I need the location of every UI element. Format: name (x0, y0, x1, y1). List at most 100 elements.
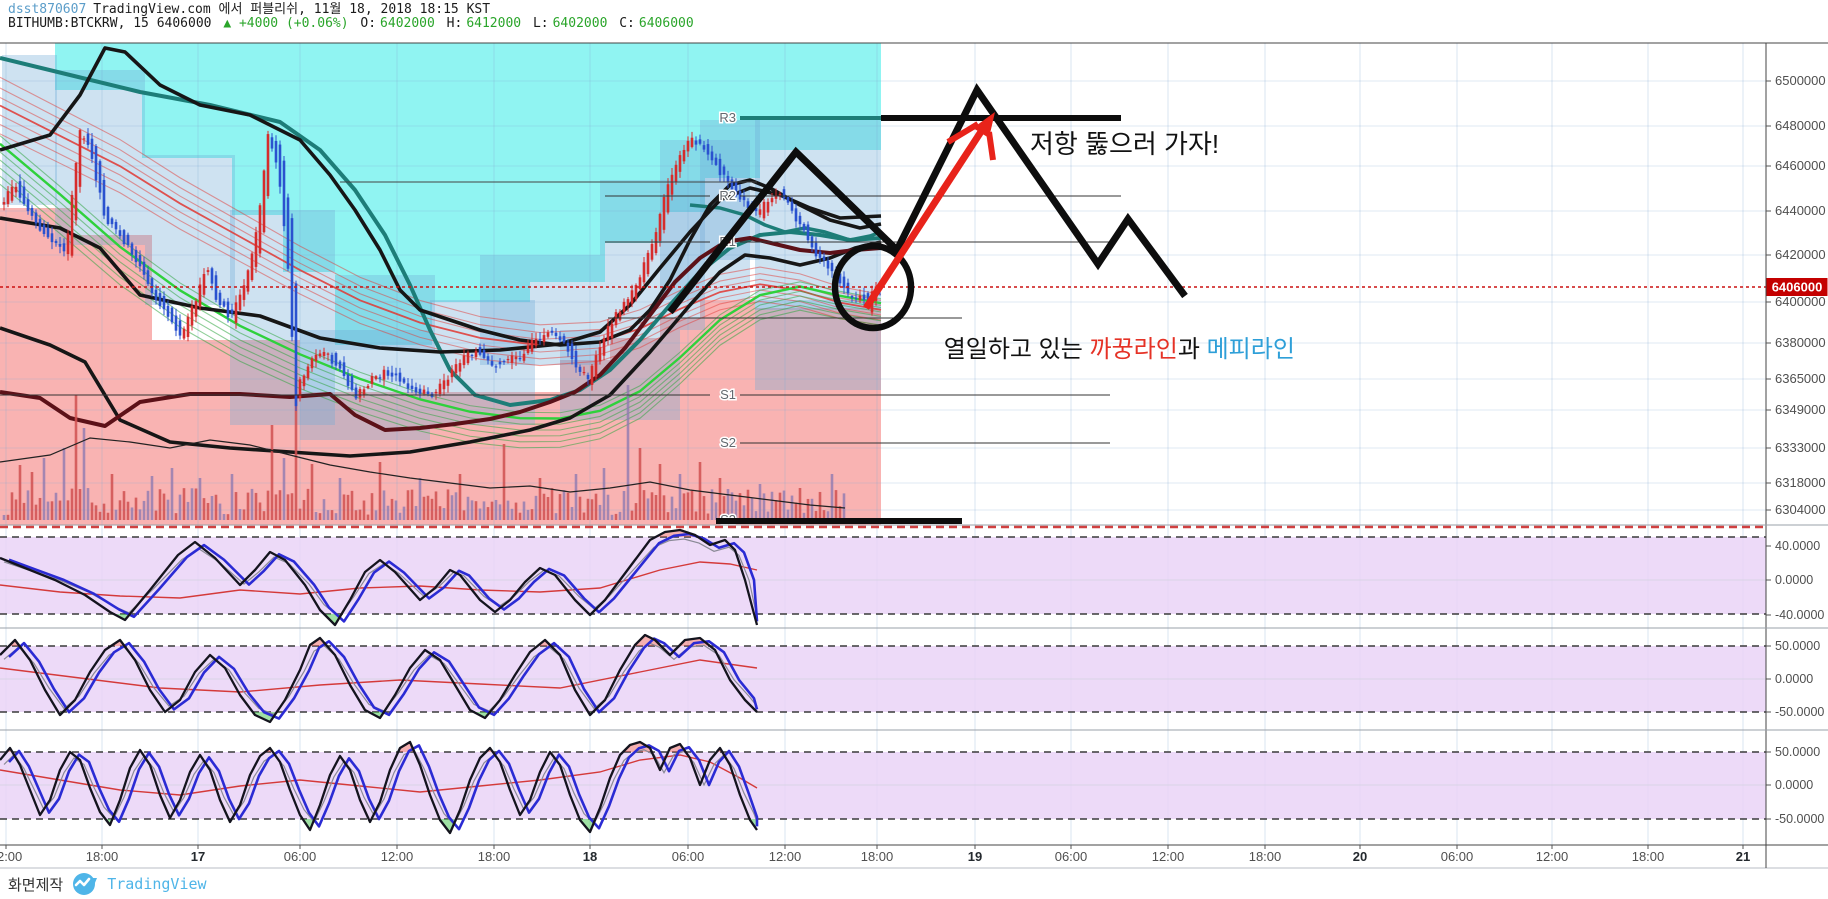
time-tick-label: 18:00 (86, 849, 119, 864)
tradingview-logo-icon (73, 873, 98, 895)
candle (238, 294, 242, 311)
oscillator-blue-line (8, 532, 759, 623)
volume-bar (654, 495, 658, 520)
volume-bar (202, 498, 206, 520)
candle (250, 253, 254, 281)
volume-bar (222, 514, 226, 520)
price-axis[interactable]: 6500000 6480000 6460000 6440000 6420000 64000… (1766, 73, 1826, 517)
ohlc-high-value: 6412000 (466, 16, 522, 31)
oscillator-scale-label: 0.0000 (1775, 573, 1813, 587)
candle (334, 353, 338, 366)
volume-bar (622, 490, 626, 520)
volume-bar (758, 484, 762, 520)
candle (602, 338, 606, 356)
volume-bar (554, 513, 558, 520)
volume-bar (702, 496, 706, 520)
candle (402, 378, 406, 383)
price-tick-label: 6420000 (1775, 247, 1826, 262)
time-tick-label: 18:00 (1632, 849, 1665, 864)
volume-bar (414, 506, 418, 520)
volume-bar (834, 490, 838, 520)
candles (2, 128, 882, 411)
volume-bar (398, 512, 402, 520)
candle (122, 230, 126, 245)
volume-bar (682, 493, 686, 520)
candle (562, 335, 566, 343)
time-tick-label: 18:00 (861, 849, 894, 864)
volume-bar (802, 512, 806, 520)
volume-bar (762, 493, 766, 520)
candle (650, 244, 654, 260)
volume-bar (514, 502, 518, 520)
candle (662, 196, 666, 230)
candle (502, 361, 506, 363)
candle (530, 339, 534, 352)
pivot-label-R3: R3 (719, 110, 736, 125)
volume-bar (390, 498, 394, 520)
candle (170, 307, 174, 323)
volume-bar (218, 503, 222, 520)
publish-info: TradingView.com 에서 퍼블리쉬, 11월 18, 2018 18… (93, 2, 491, 17)
candle (598, 347, 602, 362)
candle (594, 355, 598, 377)
volume-bar (794, 502, 798, 520)
candle (330, 354, 334, 364)
volume-bar (166, 499, 170, 520)
candle (342, 362, 346, 376)
volume-bar (522, 501, 526, 520)
candle (770, 198, 774, 203)
volume-bar (10, 492, 14, 520)
moving-average-ribbons (0, 76, 882, 449)
candle (774, 195, 778, 199)
candle (246, 270, 250, 292)
oscillator-signal-line (0, 659, 758, 693)
candle (154, 289, 158, 300)
time-axis[interactable]: 12:00 18:00 17 06:00 12:00 18:00 18 06:00 12:00 1… (0, 845, 1750, 864)
volume-bar (810, 498, 814, 520)
candle (850, 296, 854, 298)
volume-bar (662, 495, 666, 520)
candle (658, 213, 662, 241)
candle (642, 262, 646, 283)
candle (694, 140, 698, 145)
candle (742, 195, 746, 201)
candle (510, 355, 514, 363)
volume-bar (502, 444, 506, 520)
candle (66, 233, 70, 255)
candle (186, 316, 190, 337)
candle (298, 379, 302, 398)
candle (758, 209, 762, 215)
time-tick-label: 06:00 (1441, 849, 1474, 864)
candle (538, 338, 542, 341)
volume-bar (106, 512, 110, 520)
volume-bar (190, 488, 194, 520)
footer-credit-label: 화면제작 (8, 875, 64, 894)
candle (230, 309, 234, 314)
candle (410, 385, 414, 389)
candle (454, 364, 458, 374)
candle (754, 208, 758, 212)
volume-bar (410, 489, 414, 520)
volume-bar (734, 500, 738, 520)
volume-bar (430, 498, 434, 520)
candle (310, 358, 314, 369)
volume-bar (346, 494, 350, 520)
candle (386, 370, 390, 376)
candle (182, 328, 186, 339)
volume-bar (210, 496, 214, 520)
candle (102, 179, 106, 216)
volume-bar (482, 501, 486, 520)
volume-bar (18, 465, 22, 520)
candle (830, 262, 834, 272)
tradingview-brand-link[interactable]: TradingView (107, 875, 207, 893)
volume-bar (214, 494, 218, 520)
candle (190, 306, 194, 326)
volume-bar (534, 495, 538, 520)
volume-bar (458, 474, 462, 520)
candle (142, 261, 146, 275)
volume-bar (326, 510, 330, 520)
candle (270, 137, 274, 149)
candle (134, 249, 138, 263)
time-tick-label: 18:00 (478, 849, 511, 864)
